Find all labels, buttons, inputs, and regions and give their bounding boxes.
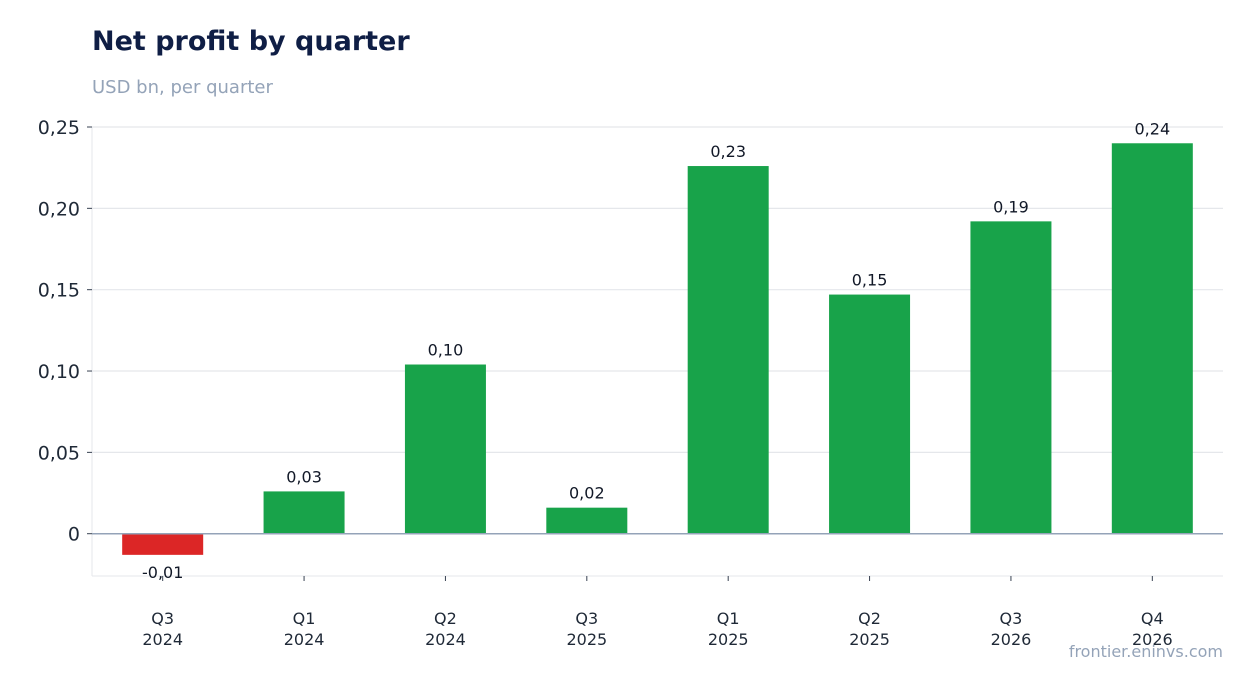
x-tick-label: Q2 2025: [849, 609, 890, 649]
bar: [1111, 143, 1193, 534]
y-tick-label: 0,10: [38, 361, 80, 383]
x-tick-label: Q3 2025: [566, 609, 607, 649]
x-tick-label: Q3 2024: [142, 609, 183, 649]
bar: [404, 364, 486, 534]
chart-subtitle: USD bn, per quarter: [92, 77, 273, 98]
data-label: -0,01: [142, 563, 183, 582]
bar: [829, 294, 911, 534]
bar: [263, 491, 345, 534]
x-tick-label: Q1 2025: [708, 609, 749, 649]
y-tick-label: 0,05: [38, 442, 80, 464]
source-credit: frontier.eninvs.com: [1068, 642, 1223, 661]
data-label: 0,02: [569, 484, 605, 503]
bar: [687, 166, 769, 534]
x-tick-label: Q3 2026: [991, 609, 1032, 649]
data-label: 0,15: [852, 271, 888, 290]
chart-title: Net profit by quarter: [92, 26, 410, 57]
y-tick-label: 0,25: [38, 117, 80, 139]
y-tick-label: 0,15: [38, 280, 80, 302]
data-label: 0,24: [1135, 119, 1171, 138]
data-label: 0,23: [710, 142, 746, 161]
bar: [970, 221, 1052, 534]
data-label: 0,19: [993, 197, 1029, 216]
x-tick-label: Q2 2024: [425, 609, 466, 649]
bar: [546, 507, 628, 534]
y-tick-label: 0: [68, 524, 80, 546]
x-tick-label: Q4 2026: [1132, 609, 1173, 649]
y-tick-label: 0,20: [38, 198, 80, 220]
x-tick-label: Q1 2024: [284, 609, 325, 649]
data-label: 0,10: [428, 341, 464, 360]
data-label: 0,03: [286, 467, 322, 486]
bar: [122, 533, 204, 555]
